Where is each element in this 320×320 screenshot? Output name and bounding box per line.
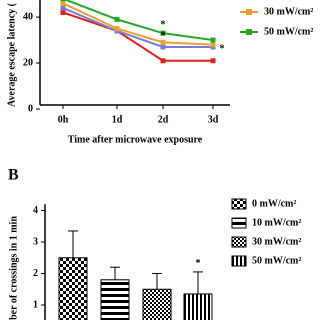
annotation: *: [220, 43, 225, 54]
point: [160, 39, 166, 45]
x-tick-label: 3d: [208, 114, 219, 125]
legend-label: 50 mW/cm²: [252, 255, 301, 266]
series-line: [62, 6, 213, 48]
x-tick-label: 1d: [112, 114, 123, 125]
bar: [58, 257, 88, 320]
panel-label: B: [8, 167, 19, 184]
bar: [183, 293, 213, 320]
annotation: *: [161, 31, 166, 42]
x-axis-label: Time after microwave exposure: [68, 134, 203, 145]
y-axis-label: ber of crossings in 1 min: [8, 216, 19, 320]
legend-label: 10 mW/cm²: [252, 217, 301, 228]
point: [160, 44, 166, 50]
point: [160, 58, 166, 64]
legend-swatch: [246, 29, 252, 35]
x-tick-label: 2d: [158, 114, 169, 125]
legend-label: 50 mW/cm²: [264, 26, 313, 37]
legend-label: 30 mW/cm²: [252, 236, 301, 247]
y-tick-label: 0: [28, 103, 33, 114]
point: [60, 5, 66, 11]
legend-swatch: [231, 255, 247, 267]
legend-swatch: [246, 9, 252, 15]
bar: [142, 288, 172, 320]
annotation: *: [196, 258, 201, 269]
point: [210, 42, 216, 48]
series-line: [62, 2, 214, 46]
legend-label: 30 mW/cm²: [264, 6, 313, 17]
y-tick-label: 20: [23, 57, 33, 68]
point: [210, 58, 216, 64]
y-tick-label: 1: [33, 299, 38, 310]
y-tick-label: 2: [33, 268, 38, 279]
point: [60, 0, 66, 2]
series-line: [62, 11, 213, 62]
point: [160, 30, 166, 36]
point: [114, 26, 120, 32]
annotation: *: [161, 19, 166, 30]
y-tick-label: 40: [23, 11, 33, 22]
series-line: [63, 0, 214, 42]
bar: [100, 279, 130, 320]
legend-label: 0 mW/cm²: [252, 198, 296, 209]
y-axis-label: Average escape latency (: [6, 2, 17, 107]
point: [114, 16, 120, 22]
y-tick-label: 3: [33, 236, 38, 247]
point: [60, 0, 66, 6]
y-tick-label: 4: [33, 205, 38, 216]
x-tick-label: 0h: [58, 114, 69, 125]
legend-swatch: [231, 236, 247, 248]
point: [60, 9, 66, 15]
point: [210, 37, 216, 43]
legend-swatch: [231, 198, 247, 210]
legend-swatch: [231, 217, 247, 229]
